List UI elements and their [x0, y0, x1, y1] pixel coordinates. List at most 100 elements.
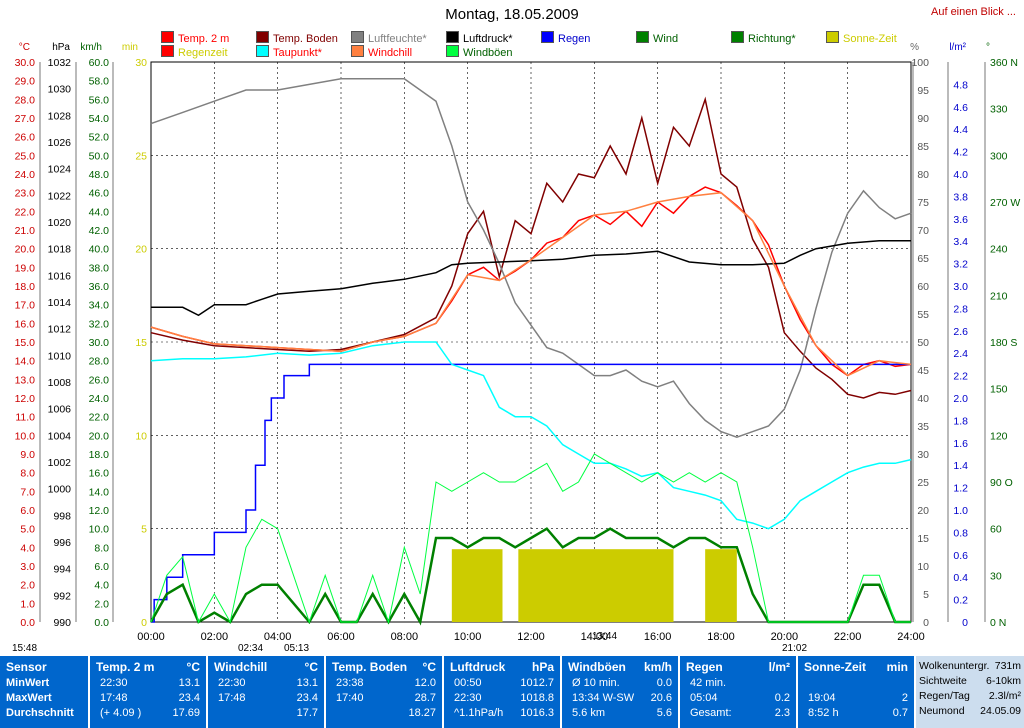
legend-swatch	[826, 31, 839, 43]
stats-header-unit: °C	[186, 660, 200, 674]
legend-label: Sonne-Zeit	[843, 33, 897, 45]
legend-swatch	[636, 31, 649, 43]
wind-tick-label: 20.0	[89, 430, 110, 442]
sun-tick-label: 5	[141, 524, 147, 536]
legend-swatch	[161, 45, 174, 57]
legend-swatch	[731, 31, 744, 43]
temp-tick-label: 22.0	[15, 206, 36, 218]
stats-row: 22:30 13.1	[90, 676, 206, 691]
rain-tick-label: 1.2	[953, 483, 968, 495]
humidity-tick-label: 70	[917, 225, 929, 237]
wind-tick-label: 56.0	[89, 94, 110, 106]
series-luftfeuchte	[150, 78, 912, 438]
rain-tick-label: 1.4	[953, 460, 968, 472]
legend-windboeen: Windböen	[446, 45, 513, 59]
weather-chart: 00:00 02:00 04:00 06:00 08:00 10:00 12:00 14:00…	[12, 42, 1020, 654]
direction-tick-label: 180 S	[990, 337, 1017, 349]
humidity-tick-label: 40	[917, 393, 929, 405]
rain-tick-label: 0.4	[953, 572, 968, 584]
stats-row: (+ 4.09 ) 17.69	[90, 706, 206, 721]
direction-tick-label: 270 W	[990, 197, 1020, 209]
time-marker: 02:34	[238, 643, 263, 654]
temp-tick-label: 12.0	[15, 393, 36, 405]
legend-label: Temp. Boden	[273, 33, 338, 45]
legend-label: Windchill	[368, 47, 413, 59]
axis-unit-temp: °C	[19, 42, 30, 53]
humidity-tick-label: 80	[917, 169, 929, 181]
stats-separator	[88, 656, 90, 728]
stats-row: 18.27	[326, 706, 442, 721]
stats-row: 05:04 0.2	[680, 691, 796, 706]
rain-tick-label: 2.6	[953, 326, 968, 338]
temp-tick-label: 0.0	[20, 617, 35, 629]
series-taupunkt	[150, 341, 912, 530]
stats-header-unit: l/m²	[768, 660, 790, 674]
temp-tick-label: 27.0	[15, 113, 36, 125]
legend-sonne: Sonne-Zeit	[826, 31, 897, 45]
stats-extra-row: Neumond 24.05.09	[916, 704, 1024, 719]
wind-tick-label: 14.0	[89, 486, 110, 498]
stats-extra-label: Regen/Tag	[919, 690, 970, 702]
stats-row-label: MaxWert	[6, 692, 52, 704]
sun-tick-label: 20	[135, 244, 147, 256]
direction-tick-label: 0 N	[990, 617, 1006, 629]
stats-col-regen: Regen l/m² 42 min. 05:04 0.2 Gesamt: 2.3	[680, 656, 796, 728]
stats-row: 13:34 W-SW 20.6	[562, 691, 678, 706]
x-tick-label: 02:00	[201, 631, 229, 643]
overview-link[interactable]: Auf einen Blick ...	[931, 6, 1016, 18]
temp-tick-label: 14.0	[15, 356, 36, 368]
time-marker: 05:13	[284, 643, 309, 654]
pressure-tick-label: 1006	[48, 404, 72, 416]
chart-title: Montag, 18.05.2009	[445, 6, 579, 23]
wind-tick-label: 52.0	[89, 132, 110, 144]
wind-tick-label: 54.0	[89, 113, 110, 125]
stats-header-label: Windchill	[214, 660, 268, 674]
wind-tick-label: 32.0	[89, 318, 110, 330]
rain-tick-label: 3.0	[953, 281, 968, 293]
stats-row: 00:50 1012.7	[444, 676, 560, 691]
temp-tick-label: 1.0	[20, 598, 35, 610]
sun-tick-label: 0	[141, 617, 147, 629]
stats-value: 1016.3	[520, 707, 554, 719]
humidity-tick-label: 75	[917, 197, 929, 209]
stats-col-boden: Temp. Boden °C 23:38 12.0 17:40 28.7 18.27	[326, 656, 442, 728]
pressure-tick-label: 998	[53, 510, 71, 522]
pressure-tick-label: 994	[53, 564, 71, 576]
stats-row: 17:40 28.7	[326, 691, 442, 706]
stats-value: 17.7	[296, 707, 318, 719]
stats-time: 17:48	[100, 692, 128, 704]
stats-time: 17:48	[218, 692, 246, 704]
humidity-tick-label: 55	[917, 309, 929, 321]
humidity-tick-label: 65	[917, 253, 929, 265]
direction-tick-label: 60	[990, 524, 1002, 536]
rain-tick-label: 0.2	[953, 595, 968, 607]
wind-tick-label: 10.0	[89, 524, 110, 536]
rain-tick-label: 3.4	[953, 236, 968, 248]
temp-tick-label: 25.0	[15, 150, 36, 162]
stats-separator	[324, 656, 326, 728]
x-tick-label: 16:00	[644, 631, 672, 643]
stats-value: 13.1	[296, 677, 318, 689]
stats-header-label: Temp. 2 m	[96, 660, 155, 674]
temp-tick-label: 16.0	[15, 318, 36, 330]
series-tempboden	[150, 96, 912, 399]
temp-tick-label: 28.0	[15, 94, 36, 106]
stats-value: 1018.8	[520, 692, 554, 704]
stats-extra-label: Wolkenuntergr.	[919, 660, 990, 672]
stats-row: Ø 10 min. 0.0	[562, 676, 678, 691]
wind-tick-label: 40.0	[89, 244, 110, 256]
legend-label: Luftfeuchte*	[368, 33, 427, 45]
legend-swatch	[541, 31, 554, 43]
humidity-tick-label: 95	[917, 85, 929, 97]
pressure-tick-label: 1016	[48, 270, 72, 282]
legend-label: Richtung*	[748, 33, 796, 45]
stats-header: Sonne-Zeit min	[798, 656, 914, 676]
temp-tick-label: 3.0	[20, 561, 35, 573]
stats-row: Gesamt: 2.3	[680, 706, 796, 721]
stats-header: Windchill °C	[208, 656, 324, 676]
temp-tick-label: 4.0	[20, 542, 35, 554]
humidity-tick-label: 100	[911, 57, 929, 69]
humidity-tick-label: 5	[923, 589, 929, 601]
temp-tick-label: 21.0	[15, 225, 36, 237]
stats-value: 23.4	[178, 692, 200, 704]
